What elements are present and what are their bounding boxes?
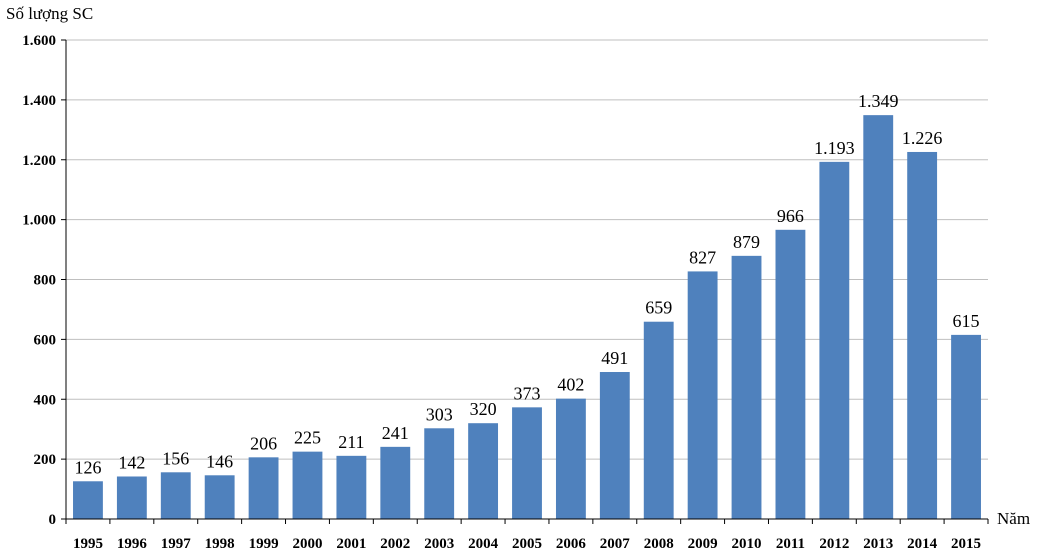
bar-1995: [73, 481, 103, 519]
bar-2010: [731, 255, 762, 520]
data-label: 211: [338, 432, 364, 452]
data-label: 402: [557, 375, 584, 395]
x-tick-label: 2000: [292, 536, 322, 552]
x-tick-label: 2007: [600, 536, 631, 552]
data-label: 320: [470, 399, 497, 419]
x-tick-label: 2009: [688, 536, 718, 552]
y-tick-label: 200: [34, 452, 57, 468]
data-label: 303: [426, 404, 453, 424]
bar-1999: [248, 457, 279, 519]
x-tick-label: 2006: [556, 536, 587, 552]
data-label: 126: [74, 457, 101, 477]
data-label: 241: [382, 423, 409, 443]
data-label: 1.226: [902, 128, 943, 148]
bar-2015: [951, 334, 981, 519]
x-tick-label: 2004: [468, 536, 499, 552]
x-tick-label: 2001: [336, 536, 366, 552]
x-tick-label: 1996: [117, 536, 148, 552]
y-tick-label: 1.000: [22, 213, 56, 229]
bar-2012: [819, 161, 850, 519]
bar-1997: [160, 472, 191, 519]
data-label: 206: [250, 433, 277, 453]
x-tick-label: 1998: [205, 536, 235, 552]
y-tick-label: 0: [49, 512, 57, 528]
data-labels: 126 142 156 146 206 225 211 241 303 320 373 402 491 6…: [74, 91, 979, 477]
y-tick-label: 400: [34, 392, 57, 408]
x-tick-label: 1997: [161, 536, 192, 552]
y-tick-label: 1.200: [22, 153, 56, 169]
bar-2007: [599, 372, 630, 519]
data-label: 491: [601, 348, 628, 368]
bar-2008: [643, 321, 674, 519]
bar-2006: [555, 398, 586, 519]
y-axis-title: Số lượng SC: [6, 4, 93, 23]
bar-2014: [907, 151, 938, 519]
bar-2000: [292, 451, 323, 519]
bar-2011: [775, 229, 806, 519]
y-tick-label: 1.400: [22, 93, 56, 109]
data-label: 142: [118, 452, 145, 472]
bar-2004: [468, 423, 499, 519]
x-tick-label: 2005: [512, 536, 542, 552]
data-label: 1.193: [814, 138, 855, 158]
x-tick-label: 1999: [249, 536, 279, 552]
data-label: 659: [645, 298, 672, 318]
bar-1996: [116, 476, 147, 519]
data-label: 156: [162, 448, 189, 468]
x-tick-label: 2013: [863, 536, 893, 552]
x-tick-label: 2003: [424, 536, 454, 552]
data-label: 827: [689, 247, 716, 267]
y-tick-label: 1.600: [22, 33, 56, 49]
bar-2005: [512, 407, 542, 519]
x-axis-title: Năm: [997, 509, 1030, 528]
bar-2001: [336, 455, 367, 519]
data-label: 225: [294, 428, 321, 448]
data-label: 615: [953, 311, 980, 331]
bar-2009: [687, 271, 718, 519]
x-tick-label: 2010: [732, 536, 762, 552]
x-tick-label: 2015: [951, 536, 981, 552]
y-tick-label: 600: [34, 332, 57, 348]
x-tick-label: 2011: [776, 536, 805, 552]
bar-2002: [380, 446, 411, 519]
y-tick-label: 800: [34, 273, 57, 289]
x-tick-label: 2008: [644, 536, 674, 552]
x-tick-label: 1995: [73, 536, 103, 552]
data-label: 966: [777, 206, 804, 226]
data-label: 879: [733, 232, 760, 252]
axes: 0 200 400 600 800 1.000 1.200 1.400 1.600 1995 199…: [22, 33, 989, 552]
data-label: 373: [514, 383, 541, 403]
gridlines: [66, 39, 988, 460]
bars: [73, 115, 981, 520]
x-tick-label: 2012: [819, 536, 849, 552]
x-tick-label: 2002: [380, 536, 410, 552]
x-tick-label: 2014: [907, 536, 938, 552]
data-label: 1.349: [858, 91, 899, 111]
bar-1998: [204, 475, 235, 519]
bar-2013: [863, 115, 894, 519]
bar-2003: [424, 428, 455, 519]
data-label: 146: [206, 451, 233, 471]
